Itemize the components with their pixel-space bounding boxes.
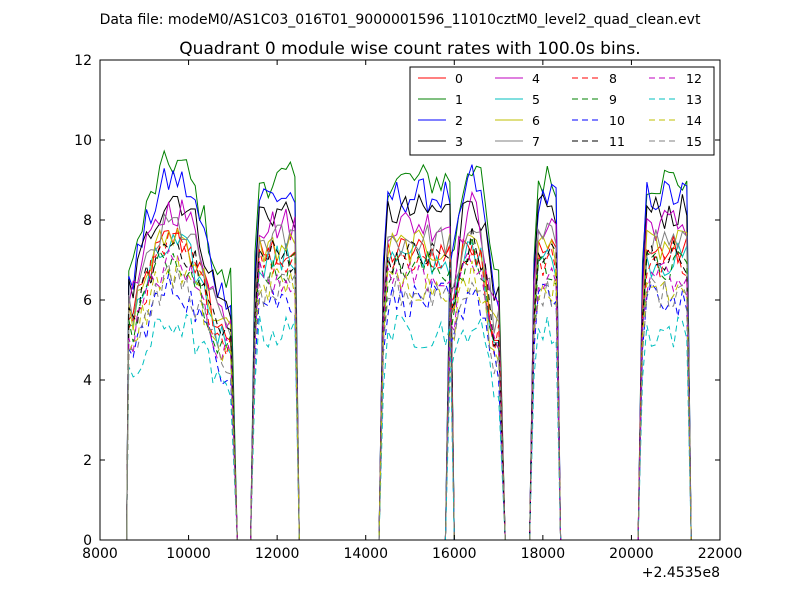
ticks-layer: 8000 10000 12000 14000 16000 18000 20000 22000 0… (74, 53, 742, 562)
y-tick-label: 6 (83, 293, 92, 309)
legend-label-15: 15 (686, 134, 702, 149)
series-line-module-9 (126, 237, 692, 541)
series-line-module-7 (126, 212, 692, 541)
series-line-module-15 (126, 262, 692, 541)
chart-suptitle: Data file: modeM0/AS1C03_016T01_90000015… (100, 12, 701, 28)
x-tick-label: 14000 (343, 546, 388, 562)
x-tick-label: 18000 (521, 546, 566, 562)
legend-label-11: 11 (609, 134, 625, 149)
legend-label-7: 7 (532, 134, 540, 149)
x-tick-label: 12000 (255, 546, 300, 562)
series-line-module-12 (126, 248, 692, 541)
series-layer (126, 149, 692, 541)
legend-label-13: 13 (686, 92, 702, 107)
x-tick-label: 22000 (698, 546, 743, 562)
legend-label-14: 14 (686, 113, 702, 128)
series-line-module-4 (126, 190, 692, 541)
legend-label-12: 12 (686, 71, 702, 86)
series-line-module-2 (126, 164, 692, 541)
x-axis-offset-label: +2.4535e8 (642, 565, 720, 581)
series-line-module-10 (126, 273, 692, 541)
legend-box (409, 66, 715, 156)
legend-label-5: 5 (532, 92, 540, 107)
legend-label-3: 3 (455, 134, 463, 149)
y-tick-label: 10 (74, 133, 92, 149)
y-tick-label: 8 (83, 213, 92, 229)
series-line-module-14 (126, 256, 692, 541)
y-tick-label: 12 (74, 53, 92, 69)
series-line-module-13 (126, 313, 692, 541)
legend-label-9: 9 (609, 92, 617, 107)
x-tick-label: 8000 (82, 546, 118, 562)
chart-title: Quadrant 0 module wise count rates with … (179, 39, 640, 59)
series-line-module-1 (126, 149, 692, 541)
plot-frame (99, 59, 721, 541)
x-tick-label: 20000 (609, 546, 654, 562)
series-line-module-8 (126, 232, 692, 541)
x-tick-label: 16000 (432, 546, 477, 562)
x-tick-label: 10000 (166, 546, 211, 562)
series-line-module-11 (126, 226, 692, 541)
legend-label-1: 1 (455, 92, 463, 107)
y-tick-label: 2 (83, 453, 92, 469)
legend-label-0: 0 (455, 71, 463, 86)
legend-label-4: 4 (532, 71, 540, 86)
legend-label-2: 2 (455, 113, 463, 128)
legend-label-8: 8 (609, 71, 617, 86)
legend-label-10: 10 (609, 113, 625, 128)
y-tick-label: 0 (83, 533, 92, 549)
legend-label-6: 6 (532, 113, 540, 128)
series-line-module-3 (126, 193, 692, 541)
y-tick-label: 4 (83, 373, 92, 389)
